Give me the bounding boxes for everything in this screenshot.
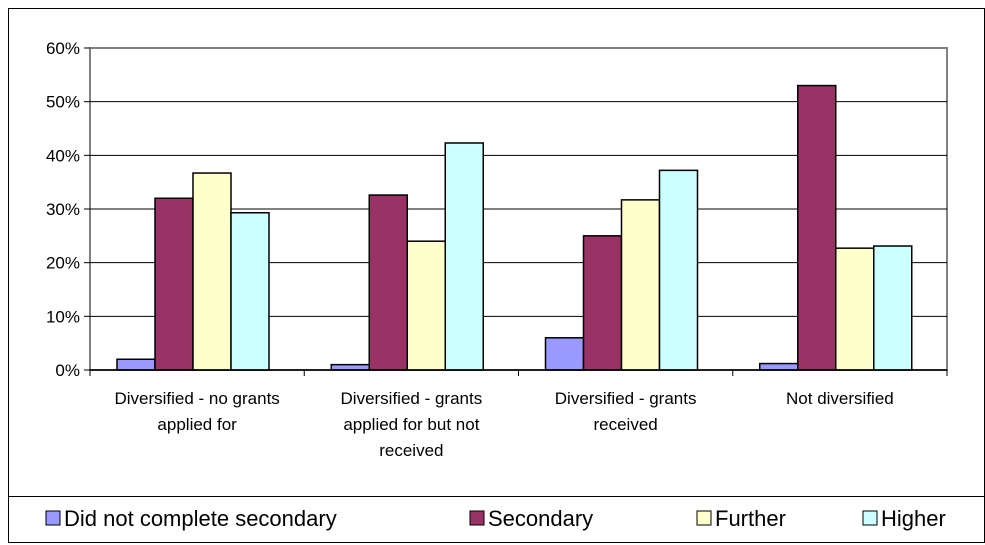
bar xyxy=(759,362,799,371)
y-tick-label: 50% xyxy=(46,93,80,112)
bar xyxy=(835,247,875,371)
bar xyxy=(582,235,623,371)
legend-label: Further xyxy=(715,506,786,531)
x-category-label: Not diversified xyxy=(786,389,894,408)
bar xyxy=(192,172,232,371)
x-category-label: Diversified - no grants applied for xyxy=(114,389,279,434)
bar xyxy=(658,169,699,371)
bar xyxy=(230,212,270,371)
bar-chart: 0% 10% 20% 30% 40% 50% 60% Diversified - no gra… xyxy=(8,8,985,543)
x-category-label: Diversified - grants applied for but not r… xyxy=(341,389,483,460)
bar xyxy=(544,337,585,371)
bar xyxy=(116,358,156,371)
y-tick-label: 30% xyxy=(46,200,80,219)
bar xyxy=(154,197,194,371)
y-tick-label: 20% xyxy=(46,254,80,273)
y-tick-label: 40% xyxy=(46,146,80,165)
bar xyxy=(873,245,913,371)
legend-swatch xyxy=(469,510,485,526)
legend-swatch xyxy=(696,510,712,526)
legend-label: Did not complete secondary xyxy=(64,506,337,531)
legend-swatch xyxy=(45,510,61,526)
bar xyxy=(368,194,408,371)
bar xyxy=(406,240,446,371)
legend: Did not complete secondary Secondary Furth… xyxy=(45,506,946,531)
x-category-label: Diversified - grants received xyxy=(555,389,697,434)
bar xyxy=(797,84,837,371)
bar xyxy=(330,363,370,371)
legend-label: Secondary xyxy=(488,506,593,531)
y-tick-label: 0% xyxy=(55,361,80,380)
y-tick-label: 10% xyxy=(46,307,80,326)
chart-frame: 0% 10% 20% 30% 40% 50% 60% Diversified - no gra… xyxy=(8,8,985,543)
legend-swatch xyxy=(862,510,878,526)
plot-area: 0% 10% 20% 30% 40% 50% 60% Diversified - no gra… xyxy=(46,39,948,460)
bar xyxy=(444,142,484,371)
legend-label: Higher xyxy=(881,506,946,531)
bar xyxy=(620,199,661,371)
y-tick-label: 60% xyxy=(46,39,80,58)
